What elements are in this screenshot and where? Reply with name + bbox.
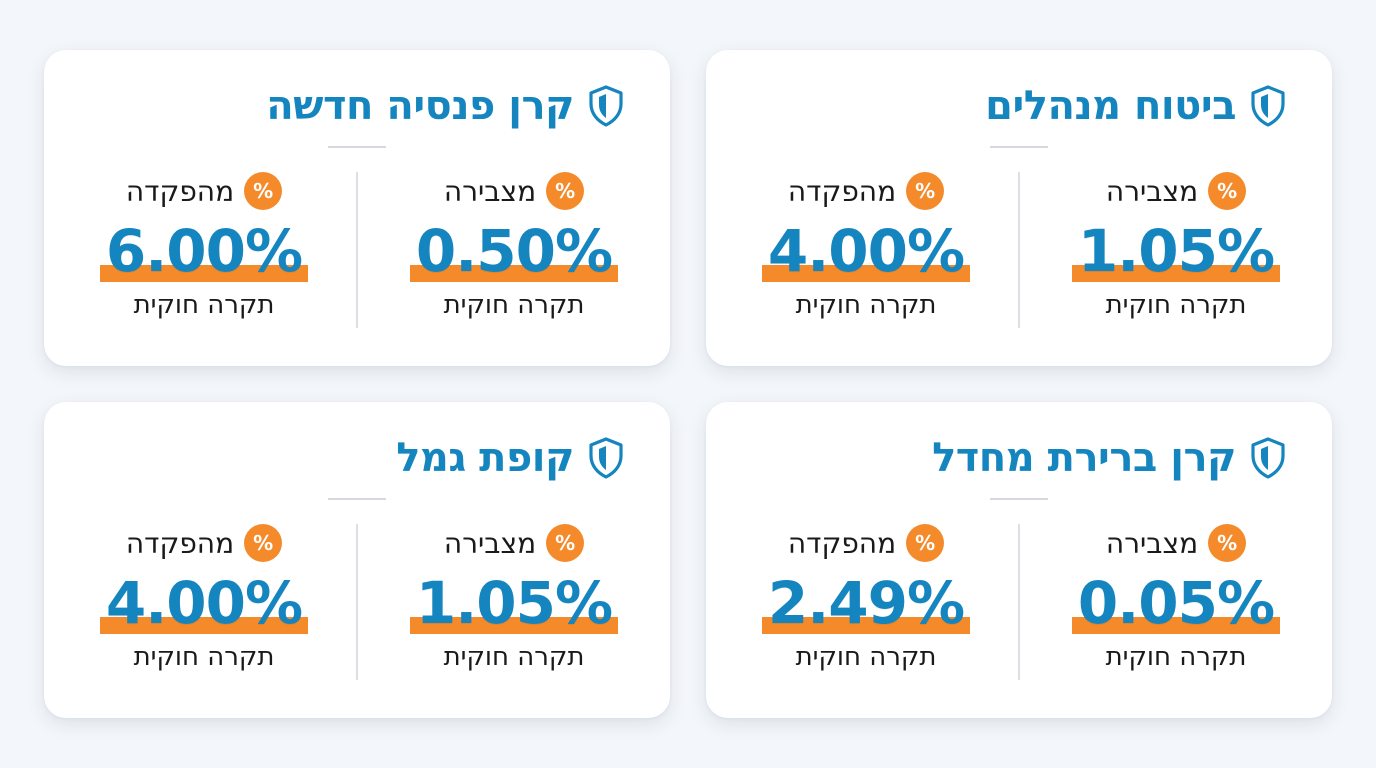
metric-caption: תקרה חוקית [795, 642, 937, 672]
metric-value: 4.00% [767, 217, 965, 285]
percent-badge-icon: % [244, 524, 283, 562]
metric-from-deposit: % מהפקדה 4.00% תקרה חוקית [64, 520, 344, 690]
metric-caption: תקרה חוקית [133, 642, 275, 672]
metric-caption: תקרה חוקית [1105, 642, 1247, 672]
column-divider [356, 524, 358, 680]
metric-header: % מצבירה [1105, 168, 1247, 214]
column-divider [1018, 524, 1020, 680]
metric-value: 1.05% [415, 569, 613, 637]
card-default-fund: קרן ברירת מחדל % מצבירה 0.05% תקרה חוקית… [706, 402, 1332, 718]
metric-header: % מהפקדה [787, 168, 945, 214]
metric-from-deposit: % מהפקדה 6.00% תקרה חוקית [64, 168, 344, 338]
column-divider [356, 172, 358, 328]
title-divider [990, 498, 1048, 500]
metric-label: מהפקדה [787, 526, 897, 560]
metric-caption: תקרה חוקית [443, 290, 585, 320]
highlight-bar [99, 265, 309, 282]
metric-header: % מצבירה [443, 520, 585, 566]
card-provident-fund: קופת גמל % מצבירה 1.05% תקרה חוקית % מהפ… [44, 402, 670, 718]
metric-value-wrap: 0.50% [409, 217, 619, 285]
metric-caption: תקרה חוקית [795, 290, 937, 320]
metric-value-wrap: 1.05% [1071, 217, 1281, 285]
metric-label: מהפקדה [125, 526, 235, 560]
card-title: קופת גמל [396, 435, 574, 481]
metric-label: מצבירה [1105, 526, 1199, 560]
metric-value-wrap: 1.05% [409, 569, 619, 637]
card-header: קופת גמל [396, 430, 624, 486]
card-title: קרן פנסיה חדשה [266, 83, 574, 129]
metric-caption: תקרה חוקית [443, 642, 585, 672]
highlight-bar [409, 617, 619, 634]
shield-icon [589, 437, 623, 479]
metric-value-wrap: 4.00% [99, 569, 309, 637]
metric-caption: תקרה חוקית [1105, 290, 1247, 320]
shield-icon [589, 85, 623, 127]
metric-label: מצבירה [443, 174, 537, 208]
highlight-bar [761, 617, 971, 634]
metric-header: % מהפקדה [125, 520, 283, 566]
metric-label: מצבירה [443, 526, 537, 560]
highlight-bar [1071, 617, 1281, 634]
percent-badge-icon: % [546, 172, 585, 210]
title-divider [328, 498, 386, 500]
metric-from-accumulation: % מצבירה 1.05% תקרה חוקית [1036, 168, 1316, 338]
card-header: ביטוח מנהלים [985, 78, 1286, 134]
card-title: ביטוח מנהלים [985, 83, 1236, 129]
column-divider [1018, 172, 1020, 328]
metric-from-accumulation: % מצבירה 0.05% תקרה חוקית [1036, 520, 1316, 690]
title-divider [328, 146, 386, 148]
highlight-bar [1071, 265, 1281, 282]
metric-header: % מהפקדה [787, 520, 945, 566]
shield-icon [1251, 437, 1285, 479]
metric-value: 1.05% [1077, 217, 1275, 285]
metric-value-wrap: 4.00% [761, 217, 971, 285]
metric-from-deposit: % מהפקדה 2.49% תקרה חוקית [726, 520, 1006, 690]
percent-badge-icon: % [1208, 524, 1247, 562]
metric-header: % מצבירה [1105, 520, 1247, 566]
percent-badge-icon: % [1208, 172, 1247, 210]
metric-value-wrap: 6.00% [99, 217, 309, 285]
metric-value: 4.00% [105, 569, 303, 637]
card-header: קרן ברירת מחדל [932, 430, 1286, 486]
metric-value: 0.50% [415, 217, 613, 285]
percent-badge-icon: % [906, 524, 945, 562]
metric-header: % מצבירה [443, 168, 585, 214]
metric-value-wrap: 0.05% [1071, 569, 1281, 637]
card-executive-insurance: ביטוח מנהלים % מצבירה 1.05% תקרה חוקית %… [706, 50, 1332, 366]
highlight-bar [761, 265, 971, 282]
metric-value-wrap: 2.49% [761, 569, 971, 637]
metric-value: 2.49% [767, 569, 965, 637]
highlight-bar [99, 617, 309, 634]
metric-value: 0.05% [1077, 569, 1275, 637]
metric-header: % מהפקדה [125, 168, 283, 214]
metric-label: מהפקדה [787, 174, 897, 208]
metric-label: מצבירה [1105, 174, 1199, 208]
metric-value: 6.00% [105, 217, 303, 285]
metric-from-accumulation: % מצבירה 1.05% תקרה חוקית [374, 520, 654, 690]
card-new-pension-fund: קרן פנסיה חדשה % מצבירה 0.50% תקרה חוקית… [44, 50, 670, 366]
title-divider [990, 146, 1048, 148]
highlight-bar [409, 265, 619, 282]
shield-icon [1251, 85, 1285, 127]
metric-from-deposit: % מהפקדה 4.00% תקרה חוקית [726, 168, 1006, 338]
metric-from-accumulation: % מצבירה 0.50% תקרה חוקית [374, 168, 654, 338]
percent-badge-icon: % [546, 524, 585, 562]
metric-caption: תקרה חוקית [133, 290, 275, 320]
card-title: קרן ברירת מחדל [932, 435, 1236, 481]
card-header: קרן פנסיה חדשה [266, 78, 624, 134]
percent-badge-icon: % [244, 172, 283, 210]
metric-label: מהפקדה [125, 174, 235, 208]
percent-badge-icon: % [906, 172, 945, 210]
